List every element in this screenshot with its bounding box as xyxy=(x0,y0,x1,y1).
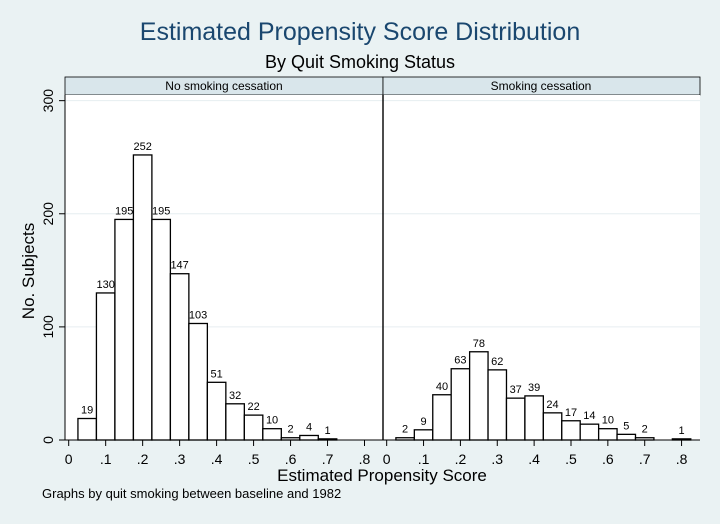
bar-label-right-7: 39 xyxy=(528,382,540,394)
x-tick-label-right-8: .8 xyxy=(676,451,688,467)
bar-right-11 xyxy=(597,428,618,441)
y-tick-label-3: 300 xyxy=(40,89,56,113)
bar-left-3 xyxy=(132,154,153,441)
panel-label-right: Smoking cessation xyxy=(491,79,592,93)
bar-left-10 xyxy=(262,428,282,441)
bar-label-right-10: 14 xyxy=(583,410,595,422)
bar-label-right-2: 40 xyxy=(436,381,448,393)
bar-right-10 xyxy=(579,423,600,441)
bar-label-right-11: 10 xyxy=(602,415,614,427)
y-tick-label-0: 0 xyxy=(40,436,56,444)
x-tick-label-right-4: .4 xyxy=(528,451,540,467)
plot-region-right xyxy=(383,95,700,440)
bar-right-2 xyxy=(432,394,452,441)
bar-label-left-3: 252 xyxy=(133,141,151,153)
chart-title: Estimated Propensity Score Distribution xyxy=(139,18,581,46)
bar-label-left-6: 103 xyxy=(189,309,207,321)
x-tick-label-left-3: .3 xyxy=(174,451,186,467)
bar-right-6 xyxy=(505,397,526,441)
bar-label-left-2: 195 xyxy=(115,205,133,217)
bar-left-9 xyxy=(243,414,264,441)
bar-left-0 xyxy=(77,417,98,441)
bar-label-left-7: 51 xyxy=(210,368,222,380)
bar-label-left-8: 32 xyxy=(229,390,241,402)
bar-label-left-9: 22 xyxy=(247,401,259,413)
y-tick-label-2: 200 xyxy=(40,202,56,226)
bar-right-12 xyxy=(616,433,637,441)
bar-label-left-0: 19 xyxy=(81,405,93,417)
x-tick-label-right-6: .6 xyxy=(602,451,614,467)
x-tick-label-left-1: .1 xyxy=(100,451,112,467)
bar-left-6 xyxy=(188,322,209,441)
panel-label-left: No smoking cessation xyxy=(165,79,282,93)
graph-note: Graphs by quit smoking between baseline … xyxy=(42,486,342,501)
bar-right-1 xyxy=(413,429,434,441)
y-tick-label-1: 100 xyxy=(40,315,56,339)
bar-label-left-13: 1 xyxy=(324,425,330,437)
x-tick-label-right-2: .2 xyxy=(455,451,467,467)
bar-left-5 xyxy=(169,273,190,441)
bar-label-right-3: 63 xyxy=(454,355,466,367)
bar-label-right-13: 2 xyxy=(642,424,648,436)
bar-right-7 xyxy=(524,395,544,441)
bar-left-4 xyxy=(151,218,172,441)
bar-label-right-0: 2 xyxy=(402,424,408,436)
bar-label-right-5: 62 xyxy=(491,356,503,368)
x-tick-label-right-3: .3 xyxy=(491,451,503,467)
bar-label-left-4: 195 xyxy=(152,205,170,217)
x-tick-label-left-4: .4 xyxy=(211,451,223,467)
chart-subtitle: By Quit Smoking Status xyxy=(264,52,456,72)
x-tick-label-right-1: .1 xyxy=(418,451,430,467)
bar-right-8 xyxy=(542,412,563,441)
bar-label-left-11: 2 xyxy=(287,424,293,436)
bar-right-3 xyxy=(450,368,471,441)
bar-label-right-4: 78 xyxy=(473,338,485,350)
bar-label-left-5: 147 xyxy=(170,260,188,272)
histogram-bars xyxy=(77,154,692,441)
axes: 0 .1 .2 .3 .4 .5 .6 .7 .8 0 .1 .2 .3 .4 .5 .6 .7 .8 0 100 20… xyxy=(40,89,700,467)
bar-label-left-10: 10 xyxy=(266,415,278,427)
x-tick-label-right-5: .5 xyxy=(565,451,577,467)
x-tick-label-left-2: .2 xyxy=(137,451,149,467)
bar-label-right-12: 5 xyxy=(623,420,629,432)
bar-label-right-9: 17 xyxy=(565,407,577,419)
bar-label-left-1: 130 xyxy=(96,279,114,291)
bar-label-right-8: 24 xyxy=(546,399,558,411)
bar-left-12 xyxy=(299,434,319,441)
bar-left-1 xyxy=(95,292,116,441)
x-tick-label-right-7: .7 xyxy=(639,451,651,467)
x-tick-label-left-5: .5 xyxy=(248,451,260,467)
x-axis-title: Estimated Propensity Score xyxy=(277,466,487,485)
x-tick-label-left-0: 0 xyxy=(65,451,73,467)
bar-label-right-1: 9 xyxy=(420,416,426,428)
bar-left-2 xyxy=(114,218,135,441)
x-tick-label-left-8: .8 xyxy=(359,451,371,467)
x-tick-label-right-0: 0 xyxy=(383,451,391,467)
x-tick-label-left-7: .7 xyxy=(322,451,334,467)
bar-left-8 xyxy=(225,403,245,441)
x-tick-label-left-6: .6 xyxy=(285,451,297,467)
bar-label-right-14: 1 xyxy=(679,425,685,437)
bar-left-7 xyxy=(206,381,227,441)
bar-label-left-12: 4 xyxy=(306,421,312,433)
bar-label-right-6: 37 xyxy=(510,384,522,396)
bar-right-9 xyxy=(561,420,581,441)
y-axis-title: No. Subjects xyxy=(19,223,38,319)
bar-right-4 xyxy=(468,351,489,441)
bar-right-5 xyxy=(487,369,508,441)
